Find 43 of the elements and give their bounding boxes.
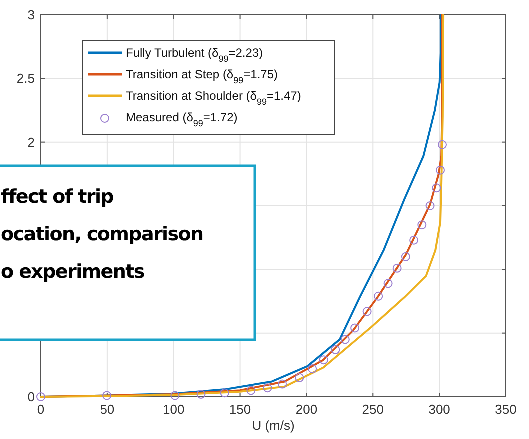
x-tick-label: 100 — [163, 402, 185, 417]
point — [438, 140, 447, 150]
legend-label: Fully Turbulent (δ$_{99}$=2.23) — [126, 46, 264, 64]
x-tick-label: 50 — [100, 402, 115, 417]
annotation: ffect of trip ocation, comparison o experiments — [1, 186, 204, 283]
point — [350, 324, 360, 333]
point — [384, 279, 393, 288]
point — [426, 202, 435, 210]
point — [410, 236, 419, 245]
point — [331, 345, 340, 354]
x-tick-label: 150 — [229, 402, 252, 417]
x-tick-label: 350 — [495, 402, 517, 417]
point — [401, 252, 410, 262]
point — [36, 392, 46, 402]
x-tick-label: 250 — [362, 402, 384, 417]
legend-label: Transition at Shoulder (δ$_{99}$=1.47) — [126, 89, 302, 107]
point — [340, 335, 350, 344]
point — [263, 384, 272, 393]
y-tick-label: 2.5 — [16, 71, 35, 86]
point — [392, 264, 402, 273]
point — [374, 292, 384, 301]
point — [319, 356, 328, 365]
point — [295, 373, 304, 382]
point — [418, 220, 427, 230]
point — [432, 184, 442, 193]
legend-label: Measured (δ$_{99}$=1.72) — [126, 110, 238, 128]
x-tick-label: 200 — [296, 402, 318, 417]
y-tick-label: 2 — [28, 134, 35, 150]
y-tick-label: 0 — [28, 390, 35, 404]
x-axis-title: U (m/s) — [252, 418, 295, 433]
point — [362, 307, 372, 316]
legend-label: Transition at Step (δ$_{99}$=1.75) — [126, 68, 278, 86]
point — [196, 390, 206, 399]
point — [220, 388, 230, 398]
x-tick-label: 300 — [428, 402, 450, 417]
point — [308, 364, 318, 374]
x-tick-label: 0 — [37, 402, 45, 417]
point — [436, 166, 445, 175]
y-tick-label: 3 — [28, 8, 35, 22]
point — [102, 391, 112, 400]
point — [170, 391, 180, 400]
point — [278, 380, 288, 389]
point — [246, 386, 256, 396]
